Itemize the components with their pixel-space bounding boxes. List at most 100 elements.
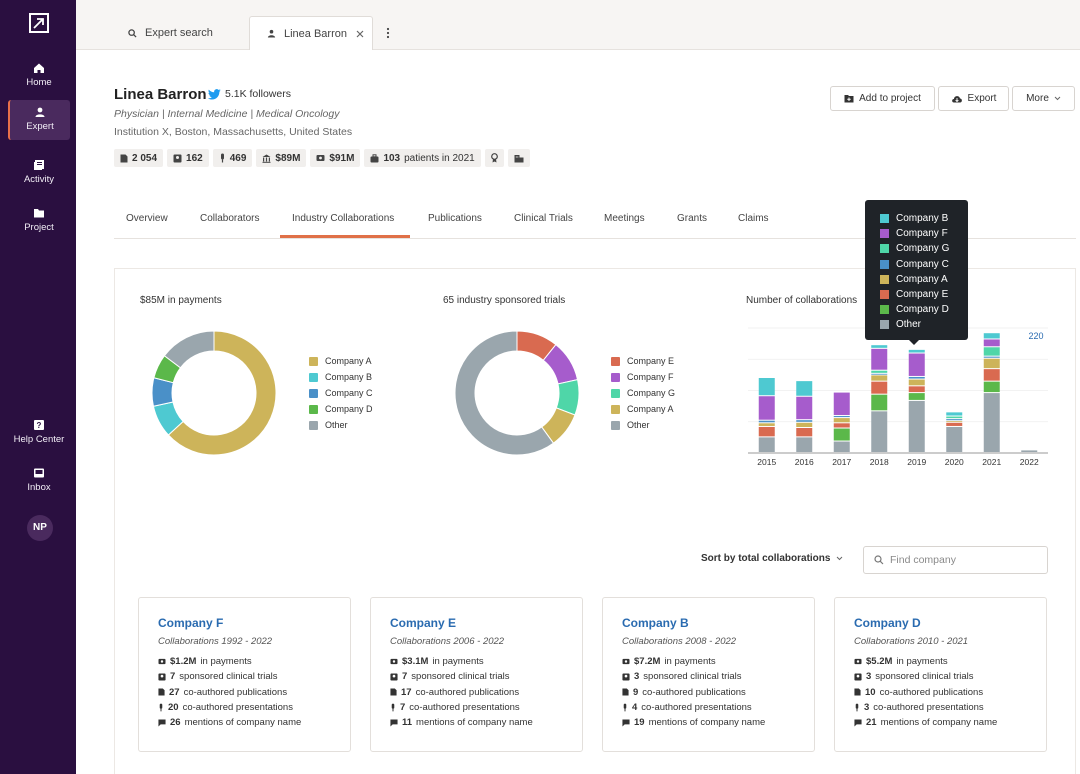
avatar[interactable]: NP	[27, 515, 53, 541]
sidebar-item-home[interactable]: Home	[8, 56, 70, 96]
bar-segment-company-b-2016[interactable]	[796, 381, 813, 396]
export-button[interactable]: Export	[938, 86, 1009, 111]
bar-segment-company-e-2018[interactable]	[871, 381, 888, 394]
twitter-followers[interactable]: 5.1K followers	[208, 88, 291, 100]
tab-claims[interactable]: Claims	[738, 213, 769, 224]
bar-segment-other-2018[interactable]	[871, 411, 888, 452]
bar-segment-company-g-2020[interactable]	[946, 416, 963, 419]
person-icon	[267, 29, 276, 38]
sidebar-item-project[interactable]: Project	[8, 201, 70, 241]
bar-segment-company-a-2015[interactable]	[758, 423, 775, 426]
more-dropdown[interactable]: More	[1012, 86, 1075, 111]
bar-segment-other-2021[interactable]	[983, 393, 1000, 452]
tab-industry-collaborations[interactable]: Industry Collaborations	[292, 213, 395, 224]
bar-segment-company-c-2017[interactable]	[833, 416, 850, 418]
bar-segment-company-f-2016[interactable]	[796, 396, 813, 420]
bar-segment-company-b-2021[interactable]	[983, 333, 1000, 339]
bar-segment-company-e-2017[interactable]	[833, 423, 850, 428]
company-name-link[interactable]: Company E	[390, 616, 457, 630]
stat-grants[interactable]: $89M	[256, 149, 307, 167]
app-logo-icon[interactable]	[29, 13, 49, 33]
tab-more-menu[interactable]	[386, 16, 398, 50]
stat-trials[interactable]: 162	[167, 149, 209, 167]
legend-label: Company A	[325, 356, 372, 366]
bar-segment-other-2020[interactable]	[946, 426, 963, 452]
bar-segment-other-2016[interactable]	[796, 437, 813, 452]
bar-segment-company-a-2020[interactable]	[946, 421, 963, 423]
bar-segment-company-g-2021[interactable]	[983, 347, 1000, 356]
bar-segment-company-d-2021[interactable]	[983, 381, 1000, 393]
tab-publications[interactable]: Publications	[428, 213, 482, 224]
find-company-search[interactable]	[863, 546, 1048, 574]
donut-slice-company-a[interactable]	[167, 330, 277, 456]
bar-segment-other-2017[interactable]	[833, 441, 850, 452]
bar-segment-company-f-2018[interactable]	[871, 348, 888, 370]
close-icon[interactable]	[356, 30, 364, 38]
sort-dropdown[interactable]: Sort by total collaborations	[701, 553, 843, 564]
bar-segment-company-c-2021[interactable]	[983, 356, 1000, 358]
bar-segment-company-e-2020[interactable]	[946, 422, 963, 426]
sidebar-item-activity[interactable]: Activity	[8, 153, 70, 193]
stat-institution[interactable]	[507, 149, 530, 167]
bar-segment-company-e-2021[interactable]	[983, 369, 1000, 381]
tab-overview[interactable]: Overview	[126, 213, 168, 224]
donut-slice-other[interactable]	[454, 330, 555, 456]
bar-segment-company-f-2021[interactable]	[983, 339, 1000, 347]
bar-segment-company-e-2016[interactable]	[796, 428, 813, 437]
stat-patients[interactable]: 103 patients in 2021	[364, 149, 481, 167]
stat-payments[interactable]: $91M	[310, 149, 361, 167]
bar-segment-company-b-2018[interactable]	[871, 345, 888, 348]
bar-segment-company-c-2018[interactable]	[871, 373, 888, 375]
bar-segment-company-c-2019[interactable]	[908, 376, 925, 379]
donut-slice-other[interactable]	[163, 330, 215, 369]
bar-segment-company-b-2020[interactable]	[946, 412, 963, 416]
company-name-link[interactable]: Company F	[158, 616, 224, 630]
bar-segment-company-a-2021[interactable]	[983, 358, 1000, 369]
bar-segment-company-b-2019[interactable]	[908, 349, 925, 353]
bar-segment-company-a-2017[interactable]	[833, 418, 850, 423]
bar-segment-company-f-2015[interactable]	[758, 396, 775, 420]
bar-segment-company-a-2018[interactable]	[871, 375, 888, 381]
tab-meetings[interactable]: Meetings	[604, 213, 645, 224]
bar-segment-company-d-2019[interactable]	[908, 393, 925, 400]
stat-presentations[interactable]: 469	[212, 149, 253, 167]
find-company-input[interactable]	[890, 554, 1030, 566]
stat-award[interactable]	[484, 149, 504, 167]
bar-segment-company-a-2016[interactable]	[796, 422, 813, 427]
bar-segment-other-2022[interactable]	[1021, 450, 1038, 452]
company-card[interactable]: Company D Collaborations 2010 - 2021 $5.2M…	[834, 597, 1047, 752]
bar-segment-company-b-2015[interactable]	[758, 378, 775, 396]
activity-icon	[34, 160, 44, 170]
stat-publications[interactable]: 2 054	[114, 149, 164, 167]
bar-segment-company-d-2017[interactable]	[833, 428, 850, 441]
company-name-link[interactable]: Company B	[622, 616, 689, 630]
bar-segment-company-c-2016[interactable]	[796, 420, 813, 422]
company-card[interactable]: Company F Collaborations 1992 - 2022 $1.2M…	[138, 597, 351, 752]
bar-segment-company-c-2020[interactable]	[946, 419, 963, 421]
company-card[interactable]: Company B Collaborations 2008 - 2022 $7.2M…	[602, 597, 815, 752]
bar-segment-company-e-2019[interactable]	[908, 386, 925, 393]
bar-segment-company-f-2019[interactable]	[908, 353, 925, 376]
tab-collaborators[interactable]: Collaborators	[200, 213, 260, 224]
add-to-project-button[interactable]: Add to project	[830, 86, 935, 111]
tab-linea-barron[interactable]: Linea Barron	[249, 16, 373, 50]
bar-segment-company-f-2017[interactable]	[833, 392, 850, 416]
bar-segment-company-d-2018[interactable]	[871, 394, 888, 411]
card-stat-value: 11	[402, 717, 413, 729]
company-name-link[interactable]: Company D	[854, 616, 921, 630]
bar-segment-other-2019[interactable]	[908, 400, 925, 452]
bar-segment-other-2015[interactable]	[758, 437, 775, 452]
company-card[interactable]: Company E Collaborations 2006 - 2022 $3.1M…	[370, 597, 583, 752]
sidebar-item-inbox[interactable]: Inbox	[8, 461, 70, 501]
tab-grants[interactable]: Grants	[677, 213, 708, 224]
sidebar-item-expert[interactable]: Expert	[8, 100, 70, 140]
money-icon	[622, 659, 630, 665]
bar-segment-company-a-2019[interactable]	[908, 379, 925, 386]
tab-expert-search[interactable]: Expert search	[128, 16, 213, 50]
bar-segment-company-c-2015[interactable]	[758, 420, 775, 423]
card-stat-label: co-authored publications	[879, 686, 984, 698]
bar-segment-company-g-2018[interactable]	[871, 370, 888, 373]
tab-clinical-trials[interactable]: Clinical Trials	[514, 213, 573, 224]
bar-segment-company-e-2015[interactable]	[758, 426, 775, 437]
sidebar-item-help-center[interactable]: ? Help Center	[8, 413, 70, 453]
